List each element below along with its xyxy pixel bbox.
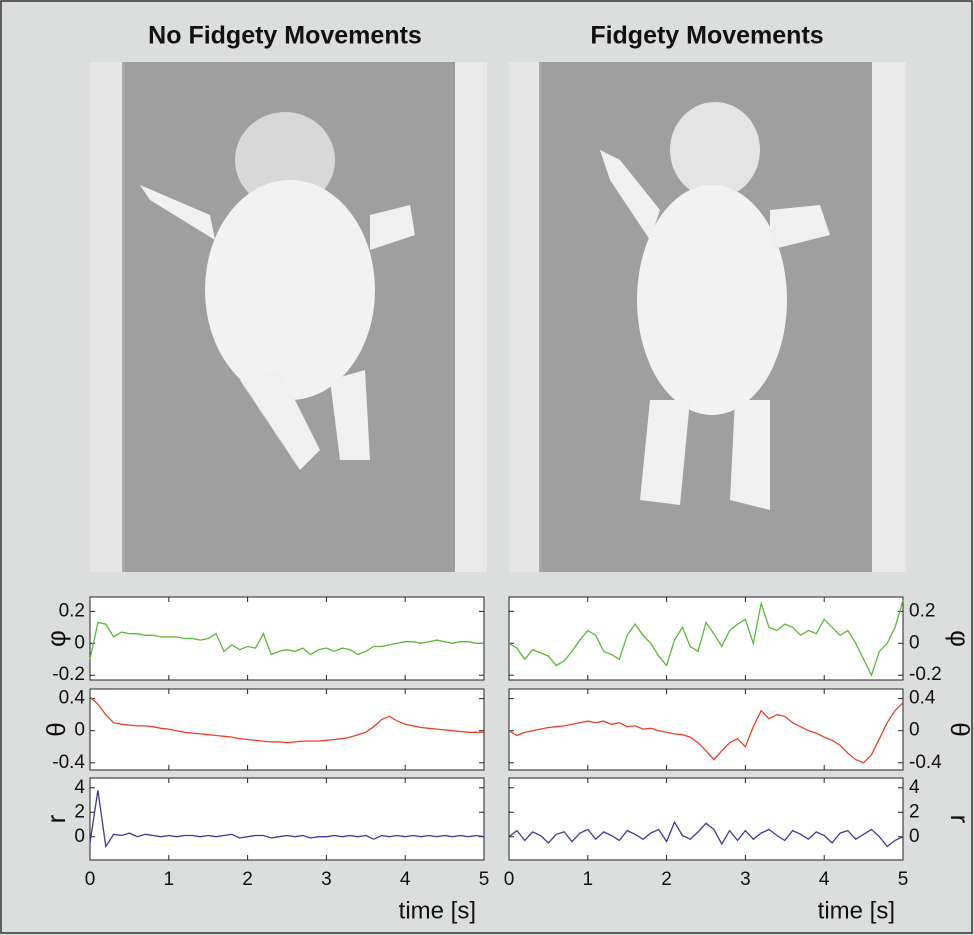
x-tick-label: 3 xyxy=(740,869,751,890)
data-line xyxy=(508,702,904,764)
x-tick-label: 4 xyxy=(819,869,830,890)
y-tick-label: 2 xyxy=(74,801,85,822)
x-tick-label: 4 xyxy=(400,869,411,890)
data-line xyxy=(89,790,485,849)
photo xyxy=(90,62,487,572)
y-tick-label: -0.2 xyxy=(52,664,85,685)
y-tick-label: 0 xyxy=(909,632,920,653)
x-axis-label: time [s] xyxy=(399,897,476,924)
x-tick-label: 2 xyxy=(242,869,253,890)
x-axis-label: time [s] xyxy=(818,897,895,924)
y-axis-label: r xyxy=(41,814,71,823)
x-tick-label: 5 xyxy=(898,869,909,890)
y-tick-label: 4 xyxy=(74,777,85,798)
y-tick-label: 2 xyxy=(909,801,920,822)
data-line xyxy=(89,696,484,744)
y-tick-label: -0.4 xyxy=(52,752,85,773)
y-axis-label: θ xyxy=(41,722,71,736)
y-tick-label: 0 xyxy=(74,720,85,741)
data-line xyxy=(508,820,904,848)
y-tick-label: 0.2 xyxy=(909,600,935,621)
y-tick-label: -0.4 xyxy=(909,752,942,773)
y-tick-label: 0 xyxy=(74,826,85,847)
plot-area xyxy=(508,777,904,861)
y-tick-label: -0.2 xyxy=(909,664,942,685)
y-axis-label: φ xyxy=(41,630,71,647)
y-axis-label: φ xyxy=(945,630,974,647)
x-tick-label: 0 xyxy=(85,869,96,890)
x-tick-label: 0 xyxy=(504,869,515,890)
x-tick-label: 3 xyxy=(321,869,332,890)
y-tick-label: 0.4 xyxy=(909,688,936,709)
y-tick-label: 0.2 xyxy=(59,600,85,621)
photo xyxy=(509,62,906,572)
y-tick-label: 0 xyxy=(909,720,920,741)
x-tick-label: 1 xyxy=(583,869,594,890)
x-tick-label: 5 xyxy=(479,869,490,890)
panel-title: Fidgety Movements xyxy=(590,22,823,50)
plot-area xyxy=(508,596,904,681)
y-tick-label: 0 xyxy=(909,826,920,847)
y-tick-label: 0.4 xyxy=(59,688,86,709)
y-axis-label: r xyxy=(945,815,974,824)
plot-area xyxy=(508,688,904,771)
y-tick-label: 0 xyxy=(74,632,85,653)
data-line xyxy=(89,621,484,660)
plot-area xyxy=(89,596,485,681)
plot-area xyxy=(89,777,485,861)
panel-title: No Fidgety Movements xyxy=(148,22,422,50)
y-tick-label: 4 xyxy=(909,777,920,798)
plot-area xyxy=(89,688,485,771)
x-tick-label: 2 xyxy=(661,869,672,890)
y-axis-label: θ xyxy=(945,722,974,736)
x-tick-label: 1 xyxy=(164,869,175,890)
data-line xyxy=(508,600,904,677)
